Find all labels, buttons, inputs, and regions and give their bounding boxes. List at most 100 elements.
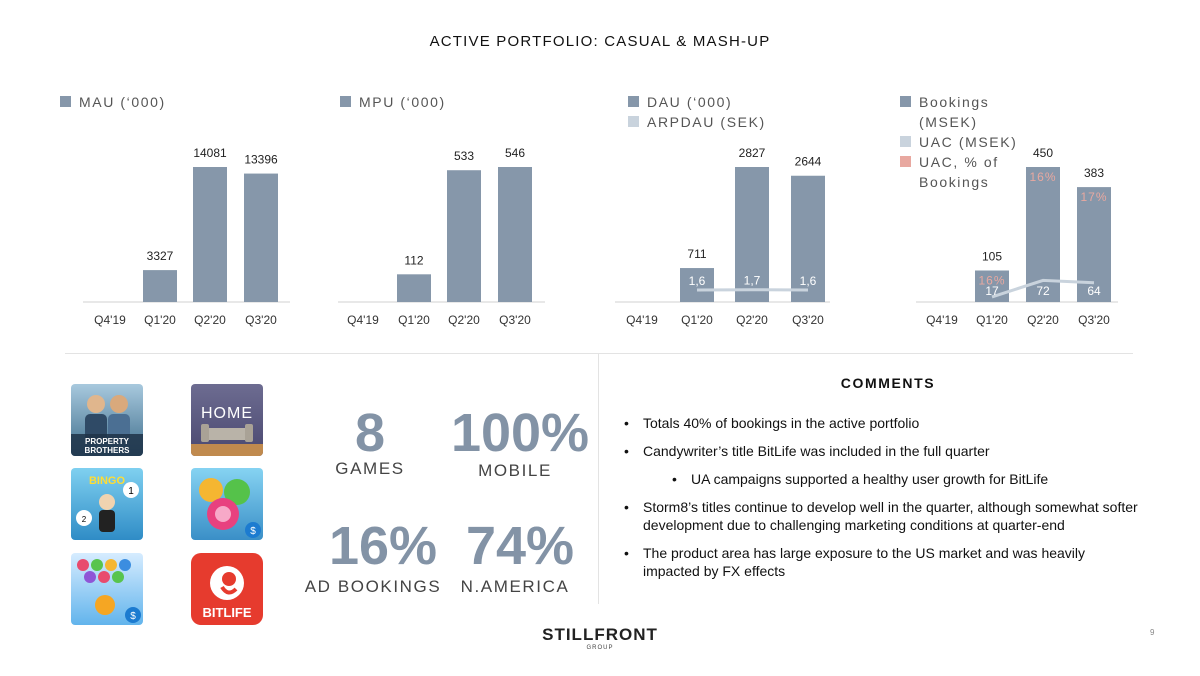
mpu-legend: MPU (‘000) xyxy=(340,92,446,112)
candy-match-icon: $ xyxy=(191,468,263,540)
uac-pct-legend-label: UAC, % of Bookings xyxy=(919,154,999,190)
mpu-bar-label: 533 xyxy=(454,149,474,163)
uac-label: 17 xyxy=(985,284,999,298)
svg-text:HOME: HOME xyxy=(201,405,253,422)
dau-legend-swatch xyxy=(628,96,639,107)
mau-bar-label: 13396 xyxy=(244,153,278,167)
mpu-x-tick: Q3'20 xyxy=(499,313,531,327)
mau-bar xyxy=(193,167,227,302)
mau-x-tick: Q1'20 xyxy=(144,313,176,327)
svg-text:$: $ xyxy=(250,526,256,537)
mau-legend-label: MAU (‘000) xyxy=(79,94,166,110)
dau-x-tick: Q4'19 xyxy=(626,313,658,327)
bookings-x-tick: Q3'20 xyxy=(1078,313,1110,327)
vertical-divider xyxy=(598,354,599,604)
bookings-bar-label: 383 xyxy=(1084,166,1104,180)
dau-x-tick: Q1'20 xyxy=(681,313,713,327)
svg-text:2: 2 xyxy=(82,515,87,524)
horizontal-divider xyxy=(65,353,1133,354)
dau-legend-label: DAU (‘000) xyxy=(647,94,733,110)
arpdau-label: 1,7 xyxy=(744,274,761,288)
dau-bar xyxy=(680,268,714,302)
comments-title: COMMENTS xyxy=(840,375,936,391)
mpu-x-tick: Q4'19 xyxy=(347,313,379,327)
mobile-share: 100% xyxy=(450,403,590,463)
dau-bar xyxy=(735,167,769,302)
comment-item: Storm8’s titles continue to develop well… xyxy=(624,498,1144,534)
mau-x-tick: Q3'20 xyxy=(245,313,277,327)
uac-label: 72 xyxy=(1036,284,1050,298)
mpu-legend-swatch xyxy=(340,96,351,107)
dau-bar-label: 2827 xyxy=(739,146,766,160)
mpu-bar xyxy=(397,274,431,302)
svg-text:BITLIFE: BITLIFE xyxy=(202,605,251,620)
dau-legend: DAU (‘000) ARPDAU (SEK) xyxy=(628,92,766,132)
svg-text:BROTHERS: BROTHERS xyxy=(85,446,131,455)
uac-pct-label: 17% xyxy=(1080,190,1107,204)
dau-bar-label: 711 xyxy=(687,247,706,261)
mpu-x-tick: Q2'20 xyxy=(448,313,480,327)
bookings-legend-swatch xyxy=(900,96,911,107)
comment-item: Totals 40% of bookings in the active por… xyxy=(624,414,1144,432)
mpu-x-tick: Q1'20 xyxy=(398,313,430,327)
svg-text:$: $ xyxy=(130,611,136,622)
north-america-label: N.AMERICA xyxy=(460,577,570,596)
comments-list: Totals 40% of bookings in the active por… xyxy=(624,414,1144,590)
bookings-legend: Bookings (MSEK) UAC (MSEK) UAC, % of Boo… xyxy=(900,92,1050,192)
svg-text:BINGO: BINGO xyxy=(89,475,126,487)
charts-area: Q4'19 Q1'20 3327 Q2'20 14081 Q3'20 13396 Q4'19 Q… xyxy=(83,146,1118,327)
bookings-x-tick: Q1'20 xyxy=(976,313,1008,327)
bookings-bar-label: 105 xyxy=(982,250,1002,264)
bookings-legend-label: Bookings (MSEK) xyxy=(919,94,990,130)
page-title: ACTIVE PORTFOLIO: CASUAL & MASH-UP xyxy=(429,33,771,50)
comment-item: The product area has large exposure to t… xyxy=(624,544,1144,580)
mpu-bar-label: 546 xyxy=(505,146,525,160)
uac-line xyxy=(991,278,1095,299)
dau-bar xyxy=(791,175,825,302)
uac-label: 64 xyxy=(1087,284,1101,298)
mau-x-tick: Q2'20 xyxy=(194,313,226,327)
bookings-x-tick: Q2'20 xyxy=(1027,313,1059,327)
games-count: 8 xyxy=(354,403,386,463)
mpu-bar xyxy=(447,170,481,302)
page-number: 9 xyxy=(1150,628,1155,637)
comment-item: Candywriter’s title BitLife was included… xyxy=(624,442,1144,460)
uac-pct-label: 16% xyxy=(978,274,1005,288)
uac-pct-legend-swatch xyxy=(900,156,911,167)
ad-bookings-label: AD BOOKINGS xyxy=(304,577,442,596)
mau-legend: MAU (‘000) xyxy=(60,92,166,112)
dau-x-tick: Q2'20 xyxy=(736,313,768,327)
uac-legend-label: UAC (MSEK) xyxy=(919,134,1018,150)
games-label: GAMES xyxy=(335,459,405,478)
uac-pct-label: 16% xyxy=(1029,170,1056,184)
arpdau-label: 1,6 xyxy=(800,274,817,288)
mpu-legend-label: MPU (‘000) xyxy=(359,94,446,110)
property-brothers-icon: PROPERTY BROTHERS xyxy=(71,384,143,456)
dau-bar-label: 2644 xyxy=(795,155,822,169)
mau-bar xyxy=(143,270,177,302)
bubble-shooter-icon: $ xyxy=(71,553,143,625)
mau-legend-swatch xyxy=(60,96,71,107)
bookings-bar-label: 450 xyxy=(1033,146,1053,160)
home-design-icon: HOME xyxy=(191,384,263,456)
arpdau-legend-swatch xyxy=(628,116,639,127)
bitlife-icon: BITLIFE xyxy=(191,553,263,625)
mau-x-tick: Q4'19 xyxy=(94,313,126,327)
mpu-bar-label: 112 xyxy=(404,253,423,267)
dau-x-tick: Q3'20 xyxy=(792,313,824,327)
monopoly-bingo-icon: BINGO 1 2 xyxy=(71,468,143,540)
mobile-label: MOBILE xyxy=(478,461,552,480)
bookings-x-tick: Q4'19 xyxy=(926,313,958,327)
svg-text:1: 1 xyxy=(128,486,134,497)
svg-text:PROPERTY: PROPERTY xyxy=(85,437,130,446)
arpdau-legend-label: ARPDAU (SEK) xyxy=(647,114,766,130)
mpu-bar xyxy=(498,167,532,302)
comment-subitem: UA campaigns supported a healthy user gr… xyxy=(672,470,1144,488)
ad-bookings-share: 16% xyxy=(328,516,438,576)
north-america-share: 74% xyxy=(465,516,575,576)
uac-legend-swatch xyxy=(900,136,911,147)
mau-bar xyxy=(244,173,278,302)
stillfront-logo: STILLFRONT xyxy=(542,625,658,644)
arpdau-label: 1,6 xyxy=(689,274,706,288)
mau-bar-label: 14081 xyxy=(193,146,227,160)
